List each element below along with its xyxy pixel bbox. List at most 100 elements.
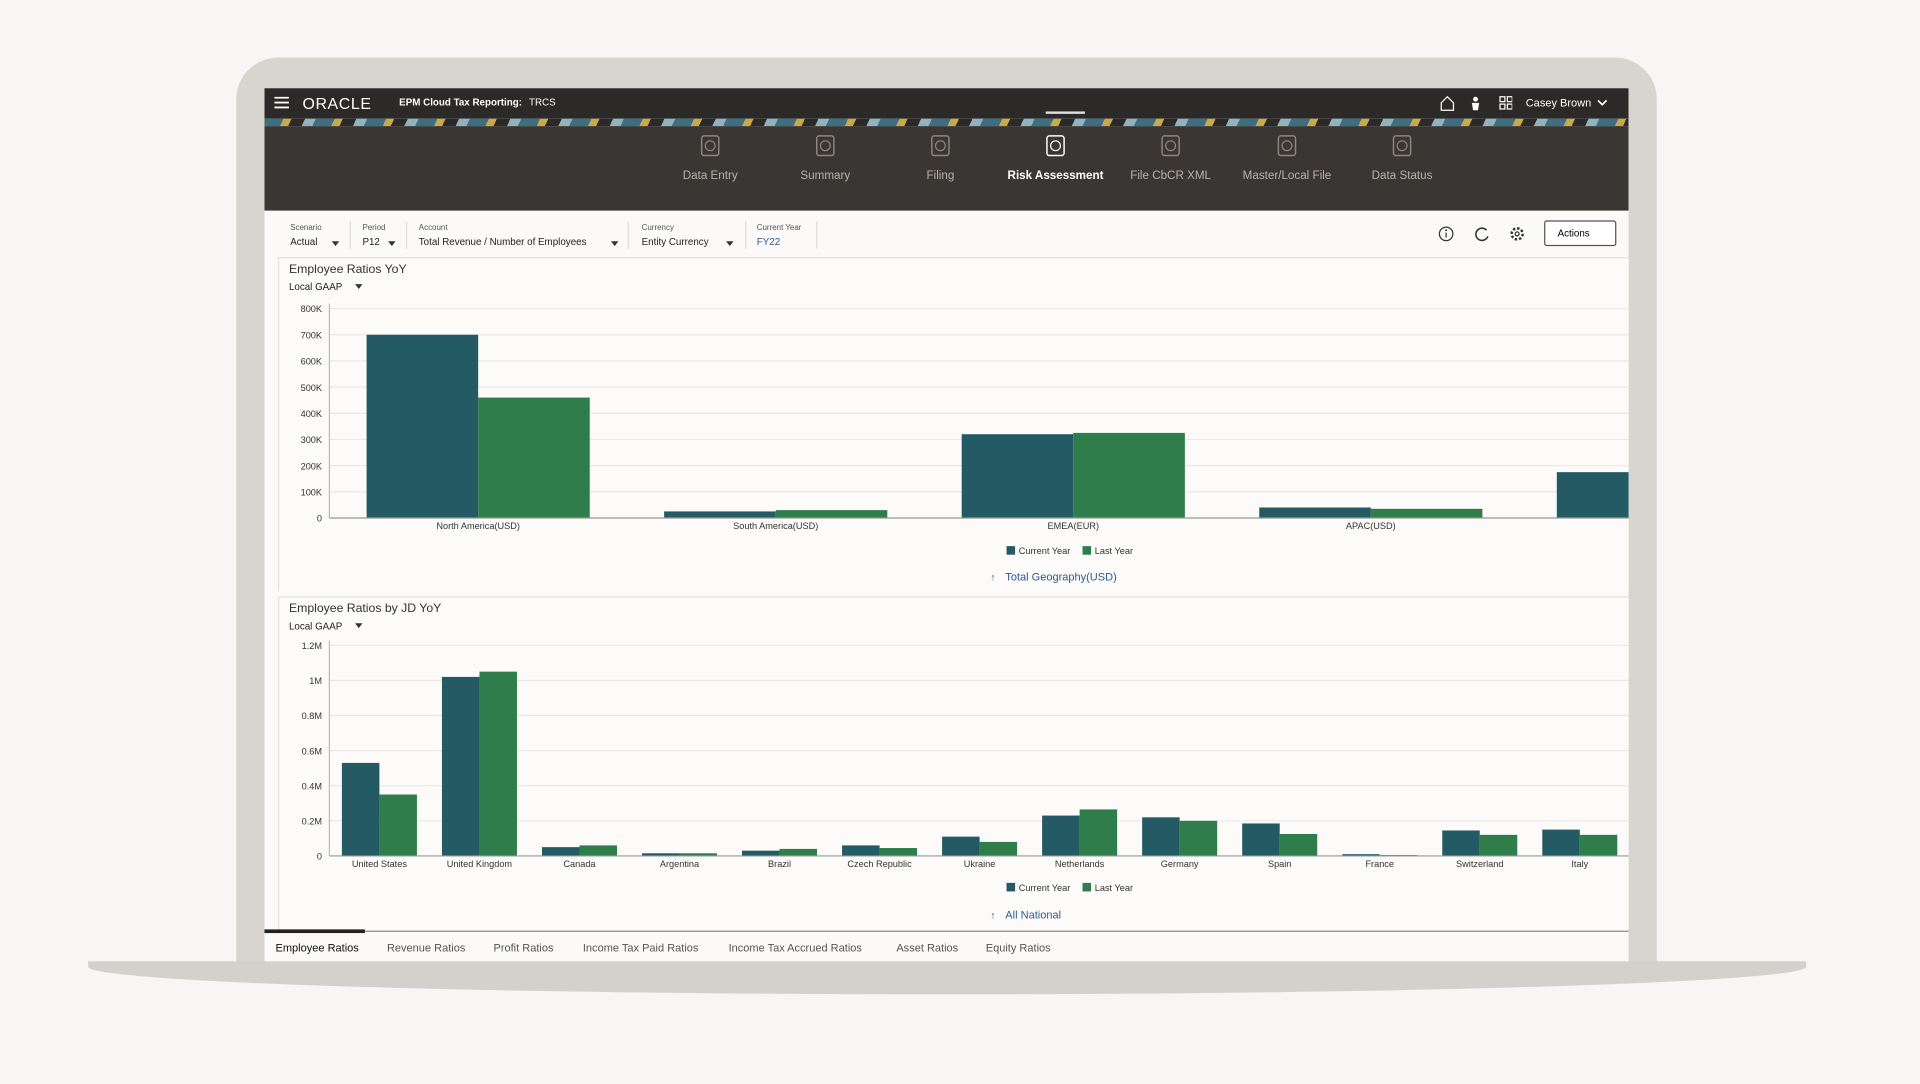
y-tick-label: 100K (301, 487, 323, 497)
legend-label: Last Year (1095, 883, 1133, 893)
y-tick-label: 500K (301, 383, 323, 393)
dropdown[interactable]: Local GAAP (289, 282, 343, 293)
nav-icon (816, 135, 835, 157)
filter-label: Scenario (290, 224, 322, 233)
x-tick-label: Spain (1268, 859, 1291, 869)
bar (961, 434, 1074, 518)
drill-up-arrow[interactable]: ↑ (991, 910, 996, 921)
nav-label: Master/Local File (1242, 168, 1332, 183)
filter[interactable]: Scenario Actual (290, 224, 321, 247)
x-tick-label: France (1365, 859, 1394, 869)
icon-shape (1165, 140, 1177, 152)
icon-shape (700, 135, 720, 157)
filter-value: Entity Currency (641, 236, 709, 248)
app-code: TRCS (528, 96, 556, 108)
tab[interactable]: Employee Ratios (275, 941, 359, 954)
filter[interactable]: Account Total Revenue / Number of Employe… (419, 224, 587, 247)
tab[interactable]: Asset Ratios (896, 941, 959, 954)
logo: ORACLE (302, 94, 372, 113)
filter[interactable]: Current Year FY22 (757, 224, 802, 247)
nav-item[interactable]: Filing (885, 126, 995, 182)
nav-item[interactable]: Summary (770, 126, 880, 182)
y-tick-label: 0 (317, 514, 322, 524)
bar (742, 850, 780, 856)
chart-panel: Employee Ratios by JD YoY Local GAAP 0 0.2M… (277, 596, 1629, 931)
nav-icon (1277, 135, 1297, 157)
actions-label: Actions (1557, 227, 1590, 239)
filter-label: Currency (641, 224, 674, 233)
bar (1042, 815, 1080, 856)
nav-icon (1161, 135, 1180, 157)
y-tick-label: 200K (301, 461, 323, 471)
x-tick-label: Germany (1161, 859, 1199, 869)
menu-icon[interactable] (274, 96, 289, 109)
drill-link[interactable]: Total Geography(USD) (1005, 571, 1116, 583)
icon-shape (1281, 140, 1293, 152)
bar (379, 794, 417, 856)
bar (579, 845, 617, 856)
x-tick-label: Brazil (768, 859, 791, 869)
nav-icon (700, 135, 720, 157)
icon-shape (934, 140, 946, 152)
dropdown-caret[interactable] (355, 623, 363, 629)
icon-shape (816, 135, 835, 157)
header-icons[interactable] (1439, 95, 1513, 112)
nav-icon (931, 135, 950, 157)
actions-button[interactable]: Actions (1544, 220, 1617, 247)
legend-swatch (1006, 546, 1016, 555)
tab[interactable]: Profit Ratios (493, 941, 554, 954)
tab-bar: Employee Ratios Revenue Ratios Profit Rati… (264, 929, 1629, 962)
drill-link[interactable]: All National (1005, 909, 1061, 921)
x-tick-label: United Kingdom (447, 859, 513, 869)
filter-carets (331, 221, 818, 249)
icon-shape (1392, 135, 1412, 157)
bar (775, 510, 888, 518)
nav-item[interactable]: File CbCR XML (1116, 126, 1226, 182)
chart: Employee Ratios by JD YoY Local GAAP 0 0.2M… (289, 601, 1629, 921)
drill-up-arrow[interactable]: ↑ (991, 572, 996, 583)
filter[interactable]: Period P12 (362, 224, 385, 247)
nav-item[interactable]: Data Status (1347, 126, 1457, 182)
bar (1242, 823, 1280, 856)
bar (479, 671, 517, 856)
tab[interactable]: Revenue Ratios (386, 941, 466, 954)
x-tick-label: Argentina (660, 859, 700, 869)
x-tick-label: Czech Republic (847, 859, 912, 869)
x-tick-label: Ukraine (964, 859, 996, 869)
icon-shape (1046, 135, 1065, 157)
y-tick-label: 400K (301, 409, 323, 419)
laptop-base (88, 961, 1807, 995)
bar (779, 848, 818, 856)
bar (1579, 834, 1618, 856)
bar (1479, 834, 1518, 856)
y-tick-label: 300K (301, 435, 323, 445)
tab[interactable]: Income Tax Paid Ratios (582, 941, 699, 954)
y-tick-label: 1M (309, 676, 322, 686)
bar (1079, 809, 1118, 856)
toolbar-icons[interactable] (1438, 225, 1536, 243)
user-chevron[interactable] (1597, 99, 1608, 106)
bar (979, 841, 1018, 856)
y-tick-label: 1.2M (302, 641, 322, 651)
filter[interactable]: Currency Entity Currency (642, 224, 709, 247)
nav-item[interactable]: Risk Assessment (1000, 126, 1110, 182)
nav-item[interactable]: Master/Local File (1232, 126, 1342, 182)
dropdown-caret[interactable] (355, 284, 363, 289)
dropdown[interactable]: Local GAAP (289, 621, 343, 632)
user-menu[interactable]: Casey Brown (1525, 96, 1592, 109)
x-tick-label: South America(USD) (733, 521, 818, 531)
x-tick-label: United States (352, 859, 407, 869)
legend-label: Current Year (1019, 546, 1071, 556)
filter-value: Total Revenue / Number of Employees (418, 236, 587, 248)
filter-value: FY22 (756, 236, 781, 248)
y-tick-label: 800K (301, 304, 323, 314)
tab[interactable]: Equity Ratios (985, 941, 1051, 954)
decor-band (264, 118, 1629, 127)
nav-item[interactable]: Data Entry (655, 126, 765, 182)
y-tick-label: 0.6M (302, 746, 322, 756)
tab[interactable]: Income Tax Accrued Ratios (728, 941, 862, 954)
x-tick-label: EMEA(EUR) (1048, 521, 1099, 531)
y-tick-label: 700K (301, 330, 323, 340)
y-tick-label: 600K (301, 357, 323, 367)
